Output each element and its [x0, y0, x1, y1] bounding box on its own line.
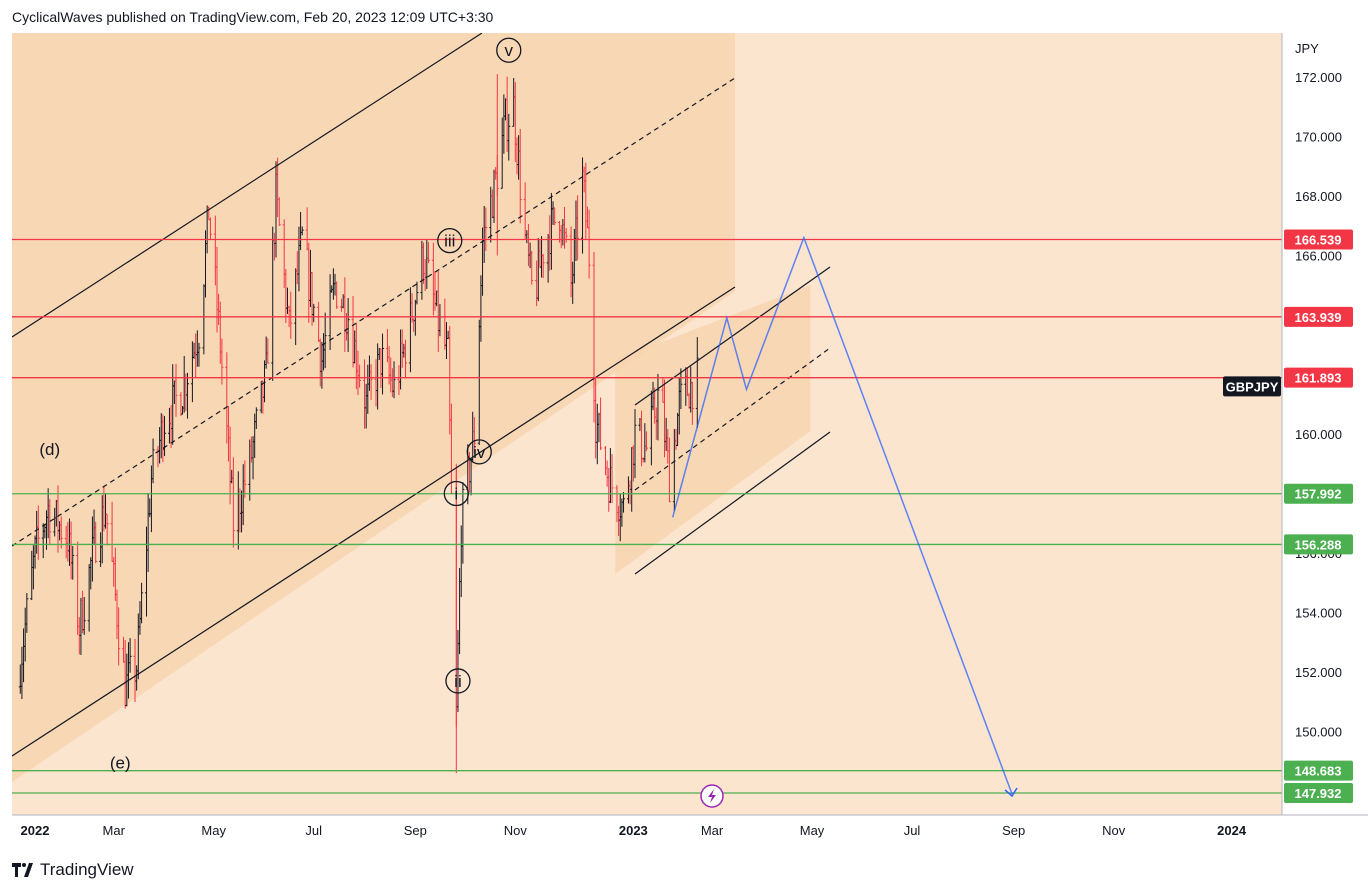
wave-label: ii — [454, 672, 462, 691]
symbol-tag-label: GBPJPY — [1226, 379, 1279, 394]
candles — [18, 74, 699, 774]
trend-channels — [12, 33, 831, 757]
wave-label: iii — [444, 232, 455, 251]
y-tick-label: 170.000 — [1295, 130, 1342, 145]
small-channel-mid — [634, 347, 831, 491]
time-axis-bg — [12, 815, 1368, 848]
wave-label: i — [454, 485, 458, 504]
wave-label-circle — [496, 37, 522, 63]
x-tick-label: 2023 — [619, 823, 648, 838]
currency-label: JPY — [1295, 41, 1319, 56]
x-tick-label: Jul — [305, 823, 322, 838]
level-badge-label: 147.932 — [1295, 786, 1342, 801]
level-badge-label: 157.992 — [1295, 487, 1342, 502]
tradingview-icon — [12, 863, 33, 877]
wave-label-circle — [466, 439, 492, 465]
price-axis: JPY150.000152.000154.000156.000158.00016… — [1281, 33, 1368, 848]
x-tick-label: 2024 — [1217, 823, 1247, 838]
x-tick-label: Mar — [701, 823, 724, 838]
symbol-tag — [1223, 376, 1281, 397]
level-badge — [1284, 306, 1353, 327]
channel-lower-line — [12, 286, 736, 757]
level-badge — [1284, 483, 1353, 504]
price-axis-bg — [1282, 33, 1368, 848]
wave-label-circle — [443, 480, 469, 507]
level-badge — [1284, 229, 1353, 250]
x-tick-label: Nov — [504, 823, 528, 838]
y-tick-label: 168.000 — [1295, 189, 1342, 204]
x-tick-label: Sep — [404, 823, 427, 838]
level-badge — [1284, 367, 1353, 388]
y-tick-label: 166.000 — [1295, 249, 1342, 264]
level-badge-label: 163.939 — [1295, 310, 1342, 325]
publisher-header: CyclicalWaves published on TradingView.c… — [12, 9, 494, 25]
time-axis: 2022 Mar May Jul Sep Nov 2023 Mar May Jul Sep Nov 20… — [12, 814, 1368, 848]
wave-label: v — [505, 41, 514, 60]
level-badge — [1284, 534, 1353, 555]
level-badge — [1284, 783, 1353, 804]
projection-arrowhead — [1004, 787, 1018, 798]
tradingview-logo[interactable]: TradingView — [12, 860, 134, 880]
x-tick-label: Nov — [1102, 823, 1126, 838]
price-chart[interactable]: 166.539 163.939 161.893 157.992 156.288 148.6… — [12, 33, 1368, 848]
x-tick-label: May — [800, 823, 825, 838]
level-badge-label: 161.893 — [1295, 371, 1342, 386]
x-tick-label: Jul — [904, 823, 921, 838]
wave-label: (d) — [39, 440, 60, 459]
x-tick-label: Mar — [103, 823, 126, 838]
x-tick-label: May — [201, 823, 226, 838]
chart-frame[interactable]: 166.539 163.939 161.893 157.992 156.288 148.6… — [12, 33, 1368, 848]
wave-label-circle — [437, 227, 463, 254]
y-tick-label: 152.000 — [1295, 665, 1342, 680]
y-tick-label: 160.000 — [1295, 427, 1342, 442]
level-badge — [1284, 760, 1353, 781]
small-channel-fill — [615, 285, 811, 574]
tradingview-brand: TradingView — [40, 860, 134, 879]
y-tick-label: 172.000 — [1295, 70, 1342, 85]
y-tick-label: 150.000 — [1295, 725, 1342, 740]
x-tick-label: 2022 — [21, 823, 50, 838]
lightning-bolt — [708, 789, 716, 803]
wave-label: (e) — [110, 754, 131, 773]
wave-label: iv — [473, 443, 486, 462]
wave-label-circle — [445, 668, 471, 694]
misc-markers: GBPJPY — [700, 376, 1281, 808]
y-tick-label: 154.000 — [1295, 606, 1342, 621]
projection-line — [671, 235, 1013, 795]
x-tick-label: Sep — [1002, 823, 1025, 838]
level-badge-label: 156.288 — [1295, 537, 1342, 552]
level-badge-label: 148.683 — [1295, 764, 1342, 779]
level-badge-label: 166.539 — [1295, 232, 1342, 247]
projection-path — [671, 235, 1018, 798]
channel-upper-line — [12, 33, 483, 338]
small-channel-lower — [634, 431, 831, 575]
